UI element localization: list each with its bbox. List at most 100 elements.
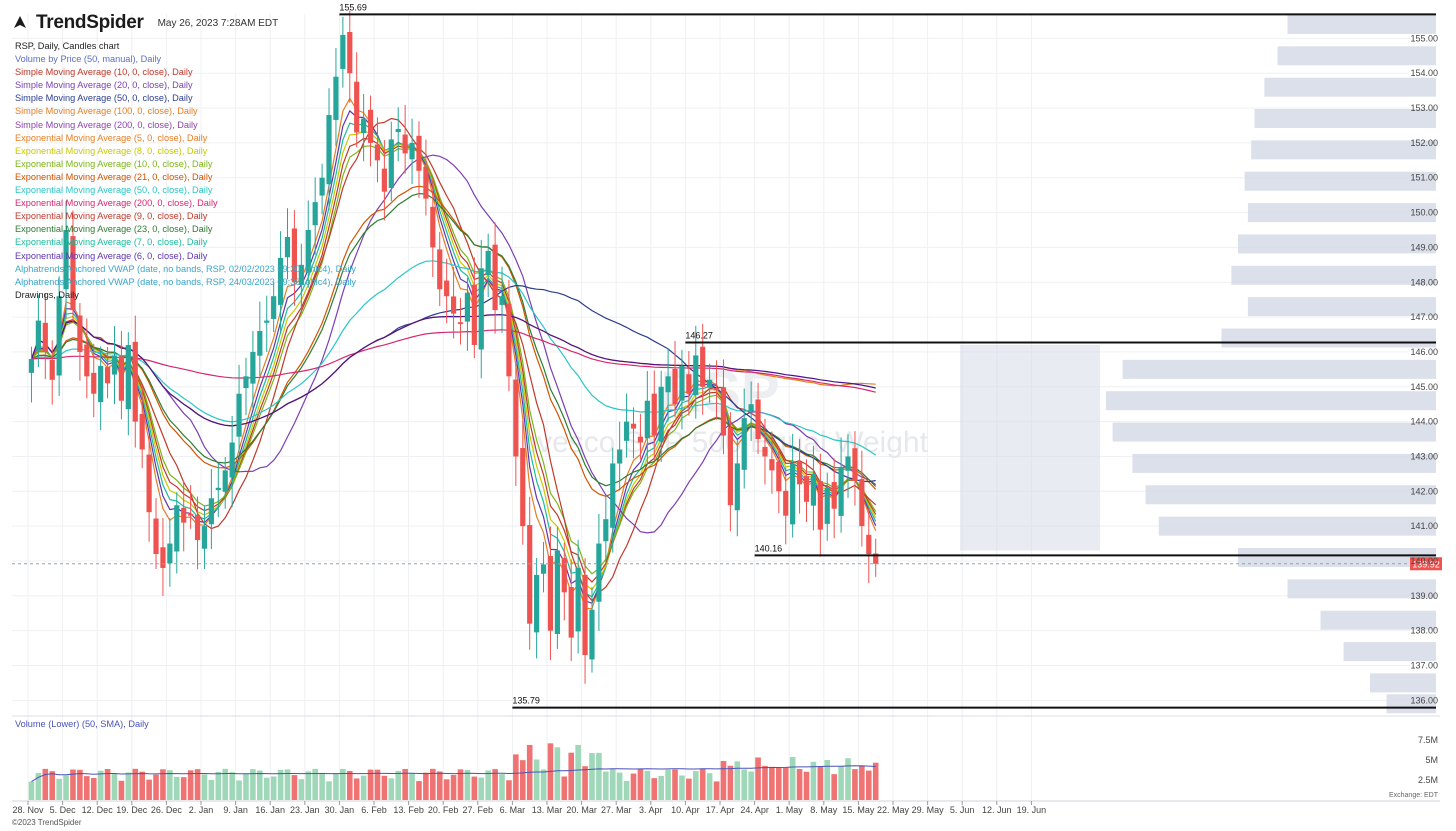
time-tick-label: 22. May (877, 805, 910, 815)
indicator-legend: RSP, Daily, Candles chart Volume by Price… (15, 40, 356, 302)
volume-bar (194, 769, 201, 800)
level-line: 140.16 (754, 543, 1436, 557)
candle (741, 388, 747, 489)
legend-item[interactable]: Simple Moving Average (100, 0, close), D… (15, 106, 198, 117)
candle (845, 434, 851, 498)
candle (603, 495, 609, 562)
level-line: 155.69 (339, 2, 1436, 16)
vbp-bar (1145, 485, 1436, 505)
volume-bar (333, 773, 339, 800)
vbp-bar (1370, 673, 1436, 693)
level-line: 146.27 (685, 331, 1436, 344)
volume-bar (353, 778, 360, 800)
volume-bar (367, 769, 374, 800)
legend-item[interactable]: Alphatrends Anchored VWAP (date, no band… (15, 276, 357, 287)
price-tick-label: 139.00 (1410, 591, 1438, 601)
volume-bar (70, 769, 76, 800)
legend-item[interactable]: Exponential Moving Average (10, 0, close… (15, 158, 213, 169)
legend-item[interactable]: Simple Moving Average (50, 0, close), Da… (15, 93, 193, 104)
legend-item[interactable]: Exponential Moving Average (23, 0, close… (15, 224, 213, 235)
volume-bar (173, 776, 180, 800)
volume-bar (859, 765, 865, 800)
volume-bar (118, 780, 125, 800)
candle (457, 298, 464, 345)
candle (679, 349, 685, 430)
volume-bar (499, 774, 505, 800)
candle (243, 357, 249, 416)
volume-bar (513, 754, 519, 800)
time-tick-label: 2. Jan (189, 805, 214, 815)
candle (215, 462, 221, 518)
price-tick-label: 152.00 (1410, 138, 1438, 148)
legend-item[interactable]: Exponential Moving Average (8, 0, close)… (15, 145, 208, 156)
legend-item[interactable]: Volume by Price (50, manual), Daily (15, 54, 162, 65)
volume-bar (160, 769, 166, 800)
candlestick-series (28, 10, 879, 684)
candle (160, 517, 166, 596)
volume-bar (582, 766, 588, 800)
volume-bar (374, 769, 381, 800)
legend-item[interactable]: Exponential Moving Average (9, 0, close)… (15, 211, 208, 222)
vbp-bar (1132, 453, 1436, 473)
candle (49, 340, 55, 405)
price-tick-label: 140.00 (1410, 556, 1438, 566)
candle (734, 440, 740, 537)
volume-bar (139, 771, 145, 800)
level-label: 135.79 (512, 696, 540, 706)
candle (700, 323, 706, 415)
price-tick-label: 138.00 (1410, 626, 1438, 636)
volume-bar (84, 776, 90, 800)
legend-item[interactable]: Simple Moving Average (10, 0, close), Da… (15, 67, 193, 78)
volume-bar (28, 781, 35, 800)
volume-bar (436, 771, 443, 800)
volume-tick-label: 2.5M (1418, 775, 1438, 785)
legend-item[interactable]: Exponential Moving Average (5, 0, close)… (15, 132, 208, 143)
candle (824, 472, 830, 541)
legend-item[interactable]: Exponential Moving Average (200, 0, clos… (15, 198, 218, 209)
legend-item[interactable]: Simple Moving Average (200, 0, close), D… (15, 119, 198, 130)
volume-sma-line (31, 765, 876, 783)
candle (354, 52, 360, 148)
volume-tick-label: 5M (1425, 755, 1438, 765)
volume-bar (817, 766, 824, 800)
candle (257, 301, 263, 377)
exchange-label: Exchange: EDT (1389, 792, 1439, 799)
volume-bar (291, 775, 298, 800)
volume-bar (706, 773, 713, 800)
candle (589, 587, 595, 673)
time-tick-label: 27. Feb (463, 805, 494, 815)
time-tick-label: 28. Nov (12, 805, 44, 815)
volume-bar (637, 768, 644, 800)
candle (672, 341, 678, 418)
legend-item[interactable]: Alphatrends Anchored VWAP (date, no band… (15, 263, 357, 274)
volume-bar (229, 772, 235, 800)
candle (118, 330, 125, 420)
brand-name: TrendSpider (36, 12, 144, 33)
volume-bar (789, 757, 796, 800)
legend-item[interactable]: Exponential Moving Average (7, 0, close)… (15, 237, 208, 248)
volume-bar (298, 779, 305, 800)
candle (623, 393, 630, 458)
candle (381, 140, 387, 221)
legend-item[interactable]: Simple Moving Average (20, 0, close), Da… (15, 80, 193, 91)
candle (534, 558, 540, 659)
time-tick-label: 5. Dec (50, 805, 77, 815)
candle (755, 382, 761, 454)
vbp-bar (1221, 328, 1436, 348)
watermark-name: Invesco S&P 500 Equal Weight (512, 426, 928, 459)
volume-bar (824, 759, 831, 800)
legend-item[interactable]: RSP, Daily, Candles chart (15, 41, 120, 51)
candle (658, 370, 664, 462)
candle (485, 233, 491, 298)
volume-panel-title: Volume (Lower) (50, SMA), Daily (15, 719, 149, 729)
ma-line (31, 145, 877, 575)
legend-item[interactable]: Exponential Moving Average (50, 0, close… (15, 185, 213, 196)
candle (70, 210, 76, 324)
legend-item[interactable]: Exponential Moving Average (21, 0, close… (15, 171, 213, 182)
candle (229, 415, 235, 508)
legend-item[interactable]: Drawings, Daily (15, 289, 79, 300)
time-tick-label: 13. Feb (393, 805, 424, 815)
legend-item[interactable]: Exponential Moving Average (6, 0, close)… (15, 250, 208, 261)
candle (312, 177, 318, 255)
